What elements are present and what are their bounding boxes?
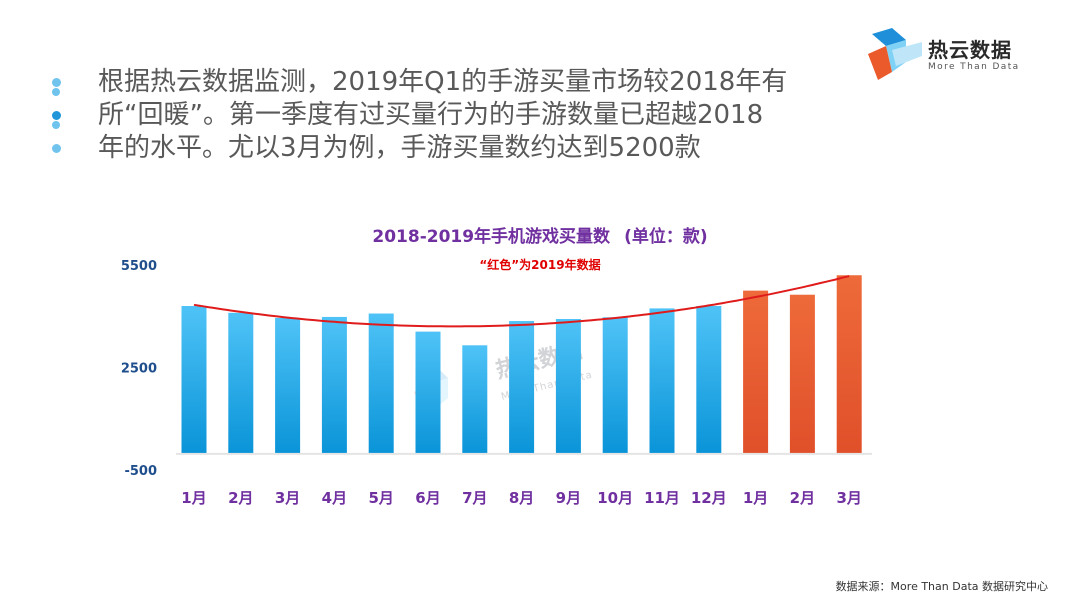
bar-2018-10 — [602, 317, 628, 453]
bullet-list: 根据热云数据监测，2019年Q1的手游买量市场较2018年有 所“回暖”。第一季… — [52, 66, 842, 165]
x-category-label: 4月 — [322, 489, 347, 507]
x-category-label: 11月 — [644, 489, 680, 507]
bar-2018-11 — [649, 308, 675, 453]
chart-note: “红色”为2019年数据 — [479, 258, 601, 272]
bullet-line-3: 年的水平。尤以3月为例，手游买量数约达到5200款 — [52, 132, 842, 165]
x-category-label: 6月 — [415, 489, 440, 507]
bar-2019-13 — [743, 290, 769, 453]
x-category-label: 2月 — [228, 489, 253, 507]
bar-2018-4 — [321, 316, 347, 453]
x-category-label: 5月 — [368, 489, 393, 507]
x-category-label: 12月 — [691, 489, 727, 507]
x-category-label: 8月 — [509, 489, 534, 507]
x-category-label: 10月 — [597, 489, 633, 507]
x-category-label: 3月 — [275, 489, 300, 507]
chart-title-text: 2018-2019年手机游戏买量数 — [372, 227, 611, 247]
bullet-dot-icon — [52, 88, 60, 96]
logo: 热云数据 More Than Data — [866, 28, 1036, 86]
bar-2018-2 — [228, 312, 254, 453]
trend-line — [193, 275, 850, 328]
bar-2018-9 — [555, 318, 581, 453]
y-tick-label: -500 — [124, 464, 157, 479]
x-category-label: 1月 — [743, 489, 768, 507]
chart-unit: (单位：款) — [624, 227, 708, 247]
bullet-dot-icon — [52, 121, 60, 129]
x-category-label: 3月 — [836, 489, 861, 507]
y-tick-label: 5500 — [121, 259, 157, 274]
bar-2018-8 — [509, 321, 535, 453]
bullet-line-1: 根据热云数据监测，2019年Q1的手游买量市场较2018年有 — [52, 66, 842, 99]
source-note: 数据来源：More Than Data 数据研究中心 — [835, 580, 1048, 593]
bar-2018-7 — [462, 345, 488, 453]
bar-2018-1 — [181, 306, 207, 453]
logo-name: 热云数据 — [928, 38, 1012, 62]
bullet-dot-icon — [52, 111, 61, 120]
bar-2019-14 — [789, 294, 815, 453]
y-tick-label: 2500 — [121, 362, 157, 377]
bullet-text: 所“回暖”。第一季度有过买量行为的手游数量已超越2018 — [98, 100, 764, 130]
bar-2018-12 — [696, 306, 722, 453]
logo-cube-icon — [868, 28, 922, 80]
bullet-dot-icon — [52, 78, 61, 87]
x-category-label: 2月 — [790, 489, 815, 507]
bar-2018-3 — [275, 317, 301, 453]
bullet-dot-icon — [52, 144, 61, 153]
bar-2019-15 — [836, 275, 862, 453]
x-category-label: 7月 — [462, 489, 487, 507]
bullet-text: 年的水平。尤以3月为例，手游买量数约达到5200款 — [98, 133, 701, 163]
bar-2018-6 — [415, 331, 441, 453]
x-category-label: 1月 — [181, 489, 206, 507]
logo-tagline: More Than Data — [928, 62, 1020, 72]
bullet-line-2: 所“回暖”。第一季度有过买量行为的手游数量已超越2018 — [52, 99, 842, 132]
x-category-label: 9月 — [556, 489, 581, 507]
chart-title: 2018-2019年手机游戏买量数 (单位：款) — [0, 222, 1080, 247]
bar-2018-5 — [368, 313, 394, 453]
bullet-text: 根据热云数据监测，2019年Q1的手游买量市场较2018年有 — [98, 67, 788, 97]
